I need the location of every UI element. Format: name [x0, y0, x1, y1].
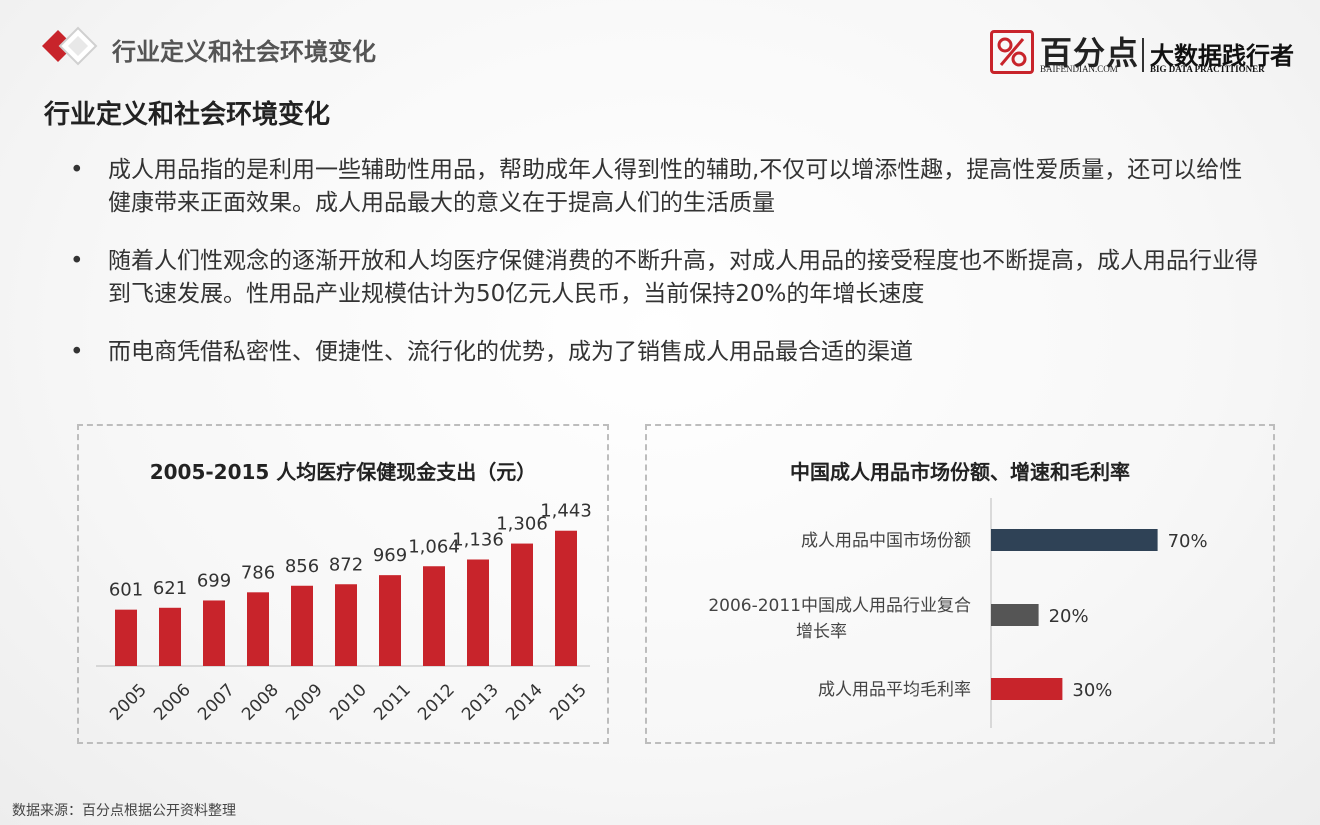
x-tick-label-2015: 2015 [546, 680, 591, 725]
x-tick-label-2012: 2012 [414, 680, 459, 725]
data-label-2013: 1,136 [452, 530, 504, 551]
healthcare-bar-chart: 601 2005 621 2006 699 2007 786 2008 856 2009 872 20… [96, 501, 592, 725]
hbar-2 [991, 604, 1039, 626]
logo-divider [1142, 38, 1144, 72]
data-label-2014: 1,306 [496, 514, 548, 535]
slogan-cn: 大数据践行者 [1150, 44, 1294, 70]
data-label-2008: 786 [241, 562, 275, 583]
bullet-text: 而电商凭借私密性、便捷性、流行化的优势，成为了销售成人用品最合适的渠道 [108, 339, 913, 365]
bullet-dot: • [70, 339, 84, 365]
brand-name: 百分点 [1040, 34, 1140, 72]
hbar-category-label-1: 成人用品中国市场份额 [801, 531, 971, 551]
bar-2007 [203, 600, 225, 666]
hbar-value-label-2: 20% [1049, 606, 1089, 627]
hbar-3 [991, 678, 1063, 700]
x-tick-label-2011: 2011 [370, 680, 415, 725]
header-diamond-icon [42, 26, 98, 66]
healthcare-chart-title: 2005-2015 人均医疗保健现金支出（元） [149, 460, 537, 484]
bar-2009 [291, 585, 313, 666]
header-title: 行业定义和社会环境变化 [112, 38, 376, 66]
bar-2011 [379, 575, 401, 666]
bar-2012 [423, 566, 445, 666]
market-stats-panel [645, 424, 1275, 744]
hbar-value-label-3: 30% [1072, 680, 1112, 701]
x-tick-label-2008: 2008 [238, 680, 283, 725]
bullet-item: • 成人用品指的是利用一些辅助性用品，帮助成年人得到性的辅助,不仅可以增添性趣，… [70, 154, 1260, 220]
bar-2010 [335, 584, 357, 666]
bullet-text: 随着人们性观念的逐渐开放和人均医疗保健消费的不断升高，对成人用品的接受程度也不断… [108, 248, 1258, 307]
bullet-list: • 成人用品指的是利用一些辅助性用品，帮助成年人得到性的辅助,不仅可以增添性趣，… [70, 154, 1260, 394]
bullet-text: 成人用品指的是利用一些辅助性用品，帮助成年人得到性的辅助,不仅可以增添性趣，提高… [108, 157, 1243, 216]
data-label-2006: 621 [153, 578, 187, 599]
slogan-en: BIG DATA PRACTITIONER [1150, 64, 1265, 74]
hbar-category-label-2-line2: 增长率 [796, 622, 847, 642]
bullet-item: • 随着人们性观念的逐渐开放和人均医疗保健消费的不断升高，对成人用品的接受程度也… [70, 245, 1260, 311]
market-chart-title: 中国成人用品市场份额、增速和毛利率 [790, 460, 1130, 484]
brand-domain: BAIFENDIAN.COM [1040, 64, 1118, 74]
healthcare-spending-panel [77, 424, 609, 744]
x-tick-label-2007: 2007 [194, 680, 239, 725]
data-source-note: 数据来源：百分点根据公开资料整理 [12, 803, 236, 819]
hbar-category-label-3: 成人用品平均毛利率 [818, 680, 971, 700]
bullet-dot: • [70, 157, 84, 183]
x-tick-label-2014: 2014 [502, 680, 547, 725]
hbar-category-label-2: 2006-2011中国成人用品行业复合 [708, 596, 971, 616]
data-label-2015: 1,443 [540, 501, 592, 522]
data-label-2009: 856 [285, 556, 319, 577]
data-label-2007: 699 [197, 570, 231, 591]
data-label-2005: 601 [109, 580, 143, 601]
bar-2013 [467, 559, 489, 666]
bullet-dot: • [70, 248, 84, 274]
section-title: 行业定义和社会环境变化 [44, 100, 331, 130]
data-label-2011: 969 [373, 545, 407, 566]
bullet-item: • 而电商凭借私密性、便捷性、流行化的优势，成为了销售成人用品最合适的渠道 [70, 336, 1260, 369]
data-label-2010: 872 [329, 554, 363, 575]
bar-2015 [555, 530, 577, 666]
data-label-2012: 1,064 [408, 536, 460, 557]
x-tick-label-2013: 2013 [458, 680, 503, 725]
x-tick-label-2009: 2009 [282, 680, 327, 725]
x-tick-label-2006: 2006 [150, 680, 195, 725]
bar-2005 [115, 609, 137, 666]
x-tick-label-2005: 2005 [106, 680, 151, 725]
percent-icon [990, 30, 1034, 74]
x-tick-label-2010: 2010 [326, 680, 371, 725]
hbar-1 [991, 529, 1158, 551]
bar-2014 [511, 543, 533, 666]
bar-2008 [247, 592, 269, 666]
hbar-value-label-1: 70% [1168, 531, 1208, 552]
bar-2006 [159, 607, 181, 666]
